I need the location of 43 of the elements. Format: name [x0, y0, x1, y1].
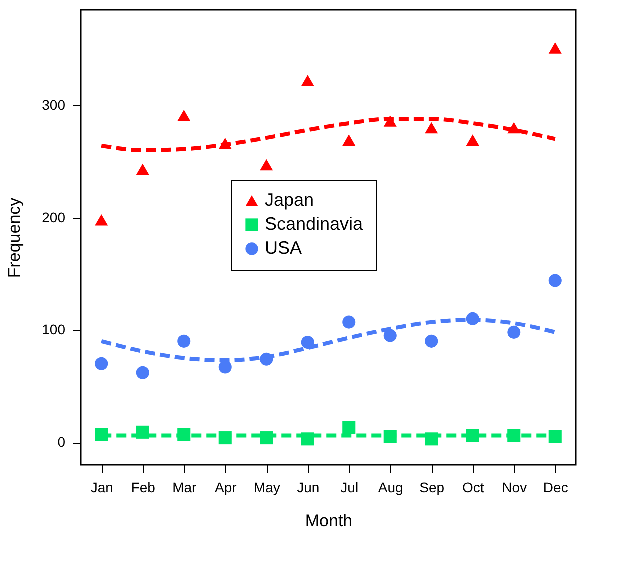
- x-tick-label: Jul: [340, 480, 359, 496]
- point: [301, 336, 314, 350]
- line-series: [100, 116, 558, 152]
- point: [178, 110, 191, 122]
- y-tick-label: 100: [42, 322, 66, 338]
- x-tick-label: Mar: [172, 480, 198, 496]
- point: [342, 134, 356, 146]
- point: [425, 334, 438, 348]
- x-tick-label: Aug: [378, 480, 404, 496]
- y-tick-label: 300: [42, 96, 66, 113]
- point: [548, 42, 562, 54]
- point: [548, 274, 562, 288]
- legend-label: USA: [265, 238, 302, 258]
- x-tick-label: Apr: [214, 480, 238, 496]
- x-tick-label: Jan: [90, 480, 114, 496]
- point: [178, 334, 191, 348]
- point: [508, 326, 521, 339]
- point: [384, 329, 397, 342]
- x-tick-label: Sep: [420, 480, 445, 496]
- x-axis-title: Month: [305, 512, 353, 530]
- point: [301, 75, 314, 86]
- x-tick-label: Feb: [131, 480, 156, 496]
- point: [95, 214, 108, 226]
- point: [342, 316, 356, 329]
- x-tick-label: May: [254, 480, 280, 496]
- point: [218, 360, 232, 374]
- y-tick-label: 0: [58, 434, 66, 450]
- point: [136, 164, 150, 176]
- x-tick-label: Nov: [502, 480, 528, 496]
- point: [342, 421, 356, 434]
- point: [466, 134, 480, 146]
- legend-label: Japan: [265, 190, 314, 210]
- x-tick-label: Jun: [297, 480, 320, 496]
- point: [260, 159, 274, 171]
- x-tick-label: Oct: [462, 480, 484, 496]
- x-tick-label: Dec: [543, 480, 568, 496]
- point: [95, 357, 108, 370]
- point: [548, 430, 562, 444]
- point: [136, 366, 150, 380]
- y-axis-title: Frequency: [5, 197, 24, 278]
- y-tick-label: 200: [42, 209, 66, 226]
- legend-label: Scandinavia: [265, 214, 364, 234]
- point: [425, 122, 438, 134]
